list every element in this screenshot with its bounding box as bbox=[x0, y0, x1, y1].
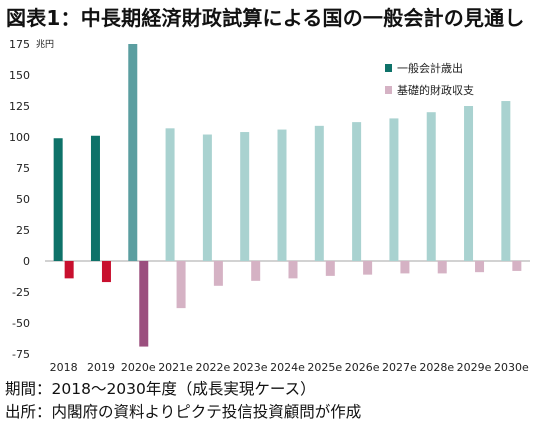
bar-expenditure bbox=[389, 118, 399, 262]
legend-label-primary-balance: 基礎的財政収支 bbox=[397, 83, 474, 97]
bar-expenditure bbox=[90, 135, 100, 261]
y-tick-label: -75 bbox=[12, 348, 30, 361]
period-note: 期間：2018～2030年度（成長実現ケース） bbox=[5, 380, 316, 398]
chart-area: 兆円 175 150 125 100 75 50 25 0 -25 -50 -75 2018 2019… bbox=[9, 38, 530, 374]
bar-expenditure bbox=[464, 106, 474, 261]
bar-primary-balance bbox=[400, 261, 410, 274]
x-tick-label: 2021e bbox=[158, 361, 193, 374]
x-tick-label: 2026e bbox=[345, 361, 380, 374]
x-tick-label: 2019 bbox=[87, 361, 115, 374]
x-tick-label: 2018 bbox=[50, 361, 78, 374]
bar-primary-balance bbox=[64, 261, 74, 279]
y-tick-label: 75 bbox=[16, 162, 30, 175]
y-tick-label: -25 bbox=[12, 286, 30, 299]
bar-primary-balance bbox=[325, 261, 335, 276]
y-tick-label: 25 bbox=[16, 224, 30, 237]
bar-primary-balance bbox=[363, 261, 373, 275]
x-tick-label: 2023e bbox=[233, 361, 268, 374]
y-tick-label: 175 bbox=[9, 38, 30, 51]
bar-primary-balance bbox=[288, 261, 298, 279]
y-unit-label: 兆円 bbox=[36, 39, 54, 50]
x-tick-label: 2029e bbox=[457, 361, 492, 374]
bar-primary-balance bbox=[139, 261, 149, 347]
y-tick-label: 100 bbox=[9, 131, 30, 144]
bar-expenditure bbox=[202, 134, 212, 261]
x-tick-label: 2028e bbox=[419, 361, 454, 374]
chart-title: 図表1：中長期経済財政試算による国の一般会計の見通し bbox=[6, 6, 525, 30]
bar-primary-balance bbox=[512, 261, 522, 271]
bar-expenditure bbox=[240, 132, 250, 261]
bar-expenditure bbox=[53, 138, 63, 261]
bar-expenditure bbox=[352, 122, 362, 262]
x-tick-label: 2027e bbox=[382, 361, 417, 374]
bar-primary-balance bbox=[213, 261, 223, 286]
x-tick-label: 2025e bbox=[307, 361, 342, 374]
x-axis: 2018 2019 2020e 2021e 2022e 2023e 2024e 2025e 20… bbox=[50, 361, 529, 374]
bar-expenditure bbox=[314, 125, 324, 261]
bar-expenditure bbox=[426, 112, 436, 261]
y-tick-label: -50 bbox=[12, 317, 30, 330]
x-tick-label: 2030e bbox=[494, 361, 529, 374]
source-note: 出所：内閣府の資料よりピクテ投信投資顧問が作成 bbox=[5, 403, 362, 421]
y-tick-label: 150 bbox=[9, 69, 30, 82]
x-tick-label: 2020e bbox=[121, 361, 156, 374]
legend-swatch-primary-balance bbox=[385, 86, 392, 94]
legend-swatch-expenditure bbox=[385, 64, 392, 72]
bar-primary-balance bbox=[437, 261, 447, 274]
bar-primary-balance bbox=[475, 261, 485, 273]
bar-expenditure bbox=[501, 101, 511, 261]
x-tick-label: 2022e bbox=[196, 361, 231, 374]
bar-primary-balance bbox=[251, 261, 261, 281]
legend-label-expenditure: 一般会計歳出 bbox=[397, 61, 463, 75]
y-tick-label: 125 bbox=[9, 100, 30, 113]
bar-expenditure bbox=[128, 44, 138, 261]
bar-primary-balance bbox=[101, 261, 111, 283]
x-tick-label: 2024e bbox=[270, 361, 305, 374]
bar-expenditure bbox=[165, 128, 175, 261]
y-axis: 175 150 125 100 75 50 25 0 -25 -50 -75 bbox=[9, 38, 30, 361]
legend-item-expenditure: 一般会計歳出 bbox=[385, 61, 463, 75]
y-tick-label: 50 bbox=[16, 193, 30, 206]
legend: 一般会計歳出 基礎的財政収支 bbox=[385, 61, 474, 97]
legend-item-primary-balance: 基礎的財政収支 bbox=[385, 83, 474, 97]
bars bbox=[53, 44, 522, 347]
bar-primary-balance bbox=[176, 261, 186, 309]
y-tick-label: 0 bbox=[23, 255, 30, 268]
bar-expenditure bbox=[277, 129, 287, 261]
